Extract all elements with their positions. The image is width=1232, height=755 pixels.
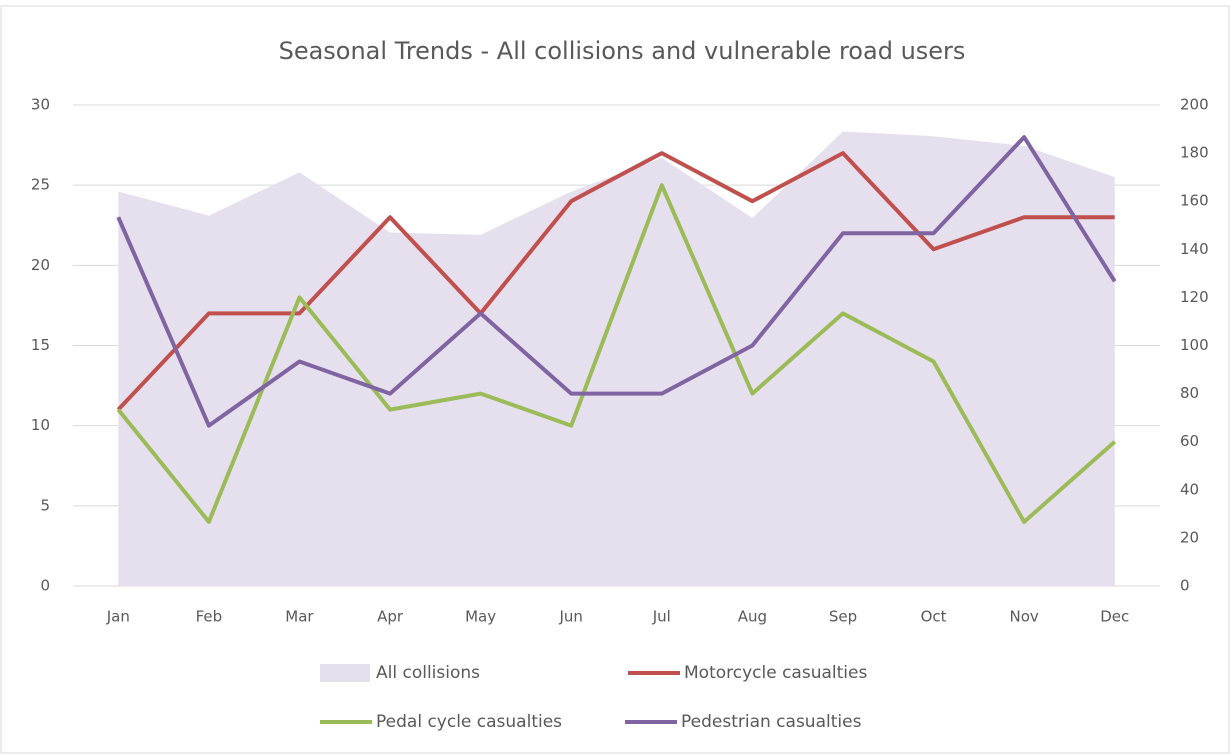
x-tick-label: Aug [738, 608, 767, 626]
y-tick-label: 5 [40, 496, 50, 514]
y2-tick-label: 100 [1180, 336, 1209, 354]
y2-tick-label: 0 [1180, 577, 1190, 595]
y-tick-label: 25 [31, 176, 50, 194]
y2-tick-label: 140 [1180, 240, 1209, 258]
x-tick-label: Oct [921, 608, 947, 626]
y2-tick-label: 60 [1180, 432, 1199, 450]
y2-tick-label: 40 [1180, 480, 1199, 498]
y-tick-label: 0 [40, 577, 50, 595]
legend-label: Pedal cycle casualties [376, 712, 562, 732]
legend-label: Pedestrian casualties [681, 712, 862, 732]
x-tick-label: Jan [106, 608, 130, 626]
y2-tick-label: 120 [1180, 288, 1209, 306]
x-tick-label: Jul [652, 608, 671, 626]
y2-tick-label: 180 [1180, 144, 1209, 162]
y-tick-label: 10 [31, 416, 50, 434]
y2-tick-label: 200 [1180, 96, 1209, 114]
y2-tick-label: 80 [1180, 384, 1199, 402]
legend-swatch [320, 664, 370, 682]
x-tick-label: Mar [285, 608, 314, 626]
x-tick-label: Jun [558, 608, 582, 626]
x-tick-label: Dec [1100, 608, 1129, 626]
line [116, 151, 1115, 412]
y-tick-label: 20 [31, 256, 50, 274]
line [116, 135, 1117, 428]
x-tick-label: Feb [196, 608, 223, 626]
y2-tick-label: 20 [1180, 528, 1199, 546]
y-tick-label: 30 [31, 96, 50, 114]
legend-label: Motorcycle casualties [684, 663, 867, 683]
y2-tick-label: 160 [1180, 192, 1209, 210]
legend-label: All collisions [376, 663, 480, 683]
area [118, 131, 1115, 586]
y-tick-label: 15 [31, 336, 50, 354]
line [116, 183, 1117, 524]
x-tick-label: Nov [1009, 608, 1038, 626]
x-tick-label: Sep [829, 608, 857, 626]
chart-title: Seasonal Trends - All collisions and vul… [279, 37, 966, 65]
x-tick-label: Apr [377, 608, 404, 626]
x-tick-label: May [465, 608, 496, 626]
